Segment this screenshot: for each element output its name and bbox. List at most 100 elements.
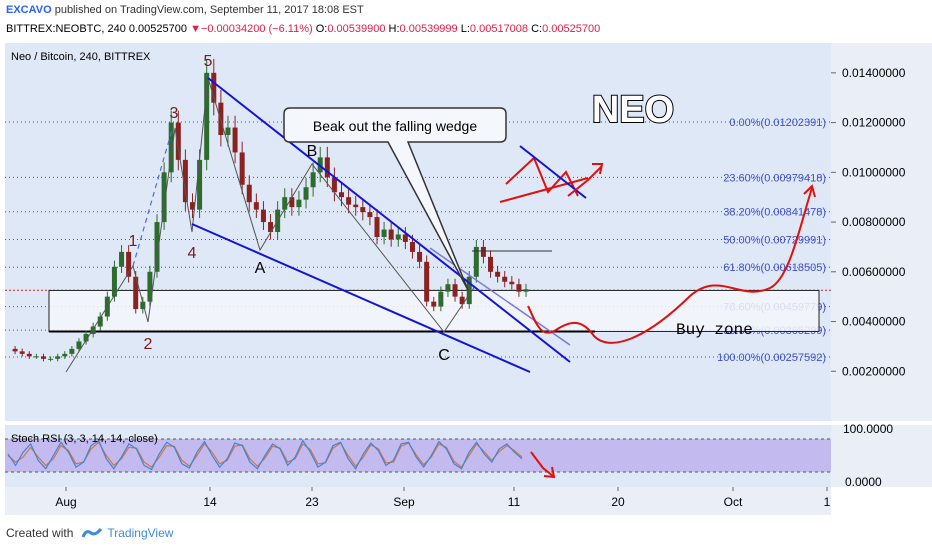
open-label: O:	[315, 23, 328, 35]
tradingview-brand[interactable]: TradingView	[107, 526, 174, 540]
candle-body	[310, 172, 316, 188]
x-tick-label: 14	[203, 495, 217, 509]
candle-body	[154, 222, 160, 272]
stoch-down-arrow	[530, 451, 554, 477]
y-tick-label: 0.01000000	[842, 165, 906, 179]
candle-body	[111, 266, 117, 297]
candle-body	[353, 204, 359, 208]
x-tick-label: Sep	[393, 495, 415, 509]
candle-body	[253, 202, 259, 210]
candle-body	[76, 341, 82, 349]
candle-body	[140, 301, 146, 310]
y-tick-label: 0.01200000	[842, 116, 906, 130]
drawings: 1 2 3 4 5 A B C Beak out the falling wedge NEO Buy…	[65, 53, 816, 373]
candle-body	[218, 102, 224, 136]
stoch-band	[5, 439, 831, 472]
candle-body	[239, 152, 245, 185]
price-change: −0.00034200 (−6.11%)	[200, 23, 313, 35]
author-link[interactable]: EXCAVO	[6, 4, 52, 16]
footer: Created with TradingView	[6, 522, 173, 544]
stoch-lower-label: 0.0000	[845, 475, 882, 489]
neo-big-label: NEO	[592, 89, 674, 131]
down-arrow-icon: ▼	[190, 23, 201, 35]
tradingview-logo-icon	[81, 527, 103, 538]
projection-arrow-icon	[803, 184, 816, 198]
candle-body	[147, 271, 153, 302]
candle-body	[69, 348, 75, 354]
candle-body	[395, 234, 401, 240]
fib-label: 100.00%(0.00257592)	[717, 352, 826, 364]
candle-body	[459, 296, 465, 305]
x-tick-label: 11	[508, 495, 521, 509]
candle-body	[189, 202, 195, 210]
x-tick-label: 23	[305, 495, 319, 509]
candle-body	[12, 348, 18, 352]
candle-body	[509, 281, 515, 285]
callout-text: Beak out the falling wedge	[313, 118, 477, 134]
candle-body	[232, 127, 238, 153]
candles	[12, 58, 529, 362]
candle-body	[33, 356, 39, 358]
candle-body	[175, 122, 181, 160]
symbol-line: BITTREX:NEOBTC, 240	[6, 23, 126, 35]
wedge-upper-line	[207, 77, 571, 363]
fib-label: 0.00%(0.01202391)	[729, 117, 826, 129]
x-axis-ticks: Aug 14 23 Sep 11 20 Oct 1	[55, 487, 831, 509]
wedge-lower-line	[191, 223, 531, 373]
created-with-text: Created with	[6, 526, 74, 540]
fib-label: 23.60%(0.00979418)	[723, 172, 826, 184]
candle-body	[424, 261, 430, 302]
impulse-dashed-line	[132, 129, 173, 267]
candle-body	[431, 301, 437, 307]
wave-label: C	[438, 347, 450, 364]
price-axis[interactable]	[831, 43, 932, 421]
candle-body	[381, 229, 387, 237]
main-pane[interactable]	[5, 43, 831, 421]
candle-body	[268, 222, 274, 232]
fib-label: 50.00%(0.00729991)	[723, 234, 826, 246]
projection-curve	[527, 187, 813, 344]
candle-body	[374, 217, 380, 237]
candle-body	[438, 291, 444, 307]
candle-body	[409, 241, 415, 252]
candle-body	[360, 207, 366, 213]
pattern-lower-line	[499, 177, 589, 203]
fib-label: 38.20%(0.00841478)	[723, 207, 826, 219]
candle-body	[83, 333, 89, 342]
candle-body	[211, 72, 217, 103]
low-label: L:	[460, 23, 470, 35]
x-tick-label: Oct	[724, 495, 743, 509]
candle-body	[303, 187, 309, 200]
candle-body	[488, 256, 494, 272]
callout-bubble	[283, 107, 507, 291]
candle-body	[417, 251, 423, 262]
candle-body	[502, 276, 508, 282]
candle-body	[331, 177, 337, 193]
symbol-info: BITTREX:NEOBTC, 240 0.00525700 ▼−0.00034…	[6, 23, 600, 35]
x-tick-label: Aug	[55, 495, 76, 509]
candle-body	[48, 358, 54, 360]
pattern-arrow-icon	[592, 163, 604, 175]
candle-body	[445, 284, 451, 292]
low-value: 0.00517008	[469, 23, 529, 35]
candle-body	[516, 284, 522, 292]
stoch-label: Stoch RSI (3, 3, 14, 14, close)	[11, 433, 158, 445]
y-tick-label: 0.00200000	[842, 364, 906, 378]
wave-label: 1	[129, 233, 138, 250]
candle-body	[296, 199, 302, 208]
high-value: 0.00539999	[399, 23, 458, 35]
candle-body	[40, 356, 46, 359]
candle-body	[523, 289, 529, 292]
candle-body	[55, 356, 61, 359]
stoch-axis[interactable]	[831, 425, 932, 487]
candle-body	[324, 157, 330, 178]
candle-body	[466, 276, 472, 305]
time-axis[interactable]	[5, 487, 831, 515]
candle-body	[62, 353, 68, 357]
candle-body	[388, 229, 394, 240]
elliott-wave-path	[65, 77, 476, 373]
y-axis-ticks: 0.01400000 0.01200000 0.01000000 0.00800000…	[831, 66, 906, 378]
candle-body	[133, 276, 139, 310]
candle-body	[19, 351, 25, 354]
